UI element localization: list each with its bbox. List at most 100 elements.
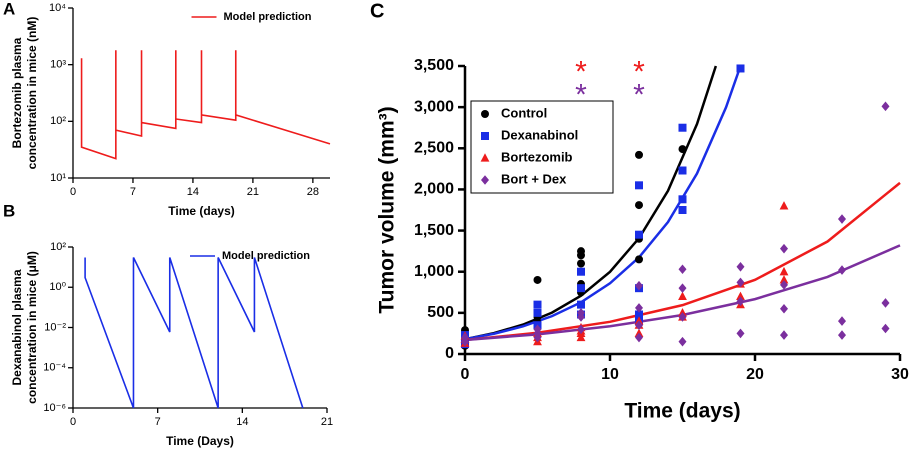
point	[881, 101, 890, 112]
x-tick-label: 30	[891, 366, 909, 383]
legend-box	[470, 100, 614, 194]
point	[736, 328, 745, 339]
x-tick-label: 14	[236, 416, 248, 428]
y-axis-label: Tumor volume (mm³)	[376, 106, 399, 313]
y-tick-label: 10⁻⁴	[43, 362, 66, 374]
annotation: *	[633, 56, 645, 89]
point	[577, 259, 585, 268]
line	[84, 257, 304, 409]
y-tick-label: 1,500	[414, 222, 454, 239]
point	[635, 230, 643, 239]
point	[577, 300, 585, 309]
y-tick-label: 10²	[50, 241, 66, 253]
point	[678, 283, 687, 293]
legend-label: Model prediction	[224, 11, 312, 23]
point	[736, 64, 745, 73]
y-axis-label: concentration in mice (μM)	[25, 251, 39, 404]
y-axis-label: concentration in mice (nM)	[25, 17, 39, 170]
point	[678, 312, 687, 322]
point	[838, 214, 846, 224]
point	[635, 201, 643, 210]
x-axis-label: Time (days)	[168, 204, 234, 218]
point	[678, 145, 687, 154]
y-tick-label: 10¹	[50, 172, 66, 184]
point	[533, 332, 542, 343]
y-tick-label: 1,000	[414, 263, 454, 280]
legend-swatch	[481, 175, 489, 185]
x-tick-label: 14	[187, 186, 199, 198]
point	[576, 332, 586, 342]
point	[779, 266, 789, 276]
point	[678, 195, 687, 204]
point	[678, 206, 687, 214]
x-tick-label: 21	[321, 416, 333, 428]
legend-label: Bortezomib	[501, 149, 573, 164]
point	[780, 280, 788, 290]
annotation: *	[575, 56, 587, 89]
panel-label: C	[370, 0, 384, 22]
point	[533, 275, 542, 284]
x-tick-label: 28	[307, 186, 319, 198]
y-tick-label: 10²	[50, 115, 66, 127]
y-axis-label: Bortezomib plasma	[10, 37, 24, 148]
point	[780, 243, 788, 254]
panel-label: A	[3, 0, 15, 18]
point	[736, 261, 745, 272]
y-tick-label: 0	[445, 345, 454, 362]
point	[533, 308, 542, 317]
x-axis-label: Time (Days)	[166, 434, 234, 448]
point	[779, 275, 789, 284]
legend-swatch	[481, 132, 489, 140]
point	[678, 264, 687, 275]
y-axis-label: Dexanabinol plasma	[10, 269, 24, 385]
point	[736, 296, 745, 307]
y-tick-label: 10³	[50, 59, 66, 71]
point	[780, 330, 788, 340]
y-tick-label: 10⁻²	[44, 321, 66, 333]
y-tick-label: 3,500	[414, 57, 454, 74]
x-tick-label: 7	[155, 416, 161, 428]
point	[635, 310, 643, 319]
annotation: *	[633, 79, 645, 112]
annotation: *	[575, 79, 587, 112]
x-tick-label: 10	[601, 366, 619, 383]
point	[577, 312, 585, 322]
point	[461, 332, 469, 343]
line	[80, 50, 331, 160]
point	[533, 300, 542, 309]
x-tick-label: 0	[461, 366, 470, 383]
point	[635, 332, 643, 343]
point	[780, 303, 788, 314]
legend-label: Bort + Dex	[501, 171, 567, 186]
point	[736, 277, 745, 288]
fit-line	[464, 65, 742, 341]
legend-label: Control	[501, 105, 547, 120]
legend-label: Model prediction	[222, 250, 310, 262]
legend-label: Dexanabinol	[501, 127, 578, 142]
point	[678, 166, 687, 175]
y-tick-label: 2,500	[414, 140, 454, 157]
y-tick-label: 10⁻⁶	[43, 402, 66, 414]
point	[577, 251, 585, 260]
panel-label: B	[3, 201, 15, 220]
x-tick-label: 0	[70, 186, 76, 198]
y-tick-label: 3,000	[414, 98, 454, 115]
x-axis-label: Time (days)	[624, 400, 740, 423]
legend-swatch	[480, 153, 490, 162]
x-tick-label: 21	[247, 186, 259, 198]
x-tick-label: 0	[70, 416, 76, 428]
point	[736, 291, 745, 300]
point	[678, 123, 687, 132]
point	[635, 320, 643, 330]
point	[779, 201, 789, 210]
point	[838, 330, 846, 340]
point	[678, 336, 687, 347]
y-tick-label: 10⁴	[49, 2, 66, 14]
point	[635, 303, 643, 313]
point	[577, 267, 585, 276]
legend-swatch	[481, 110, 489, 118]
point	[635, 181, 643, 190]
point	[635, 255, 643, 264]
point	[635, 150, 643, 159]
